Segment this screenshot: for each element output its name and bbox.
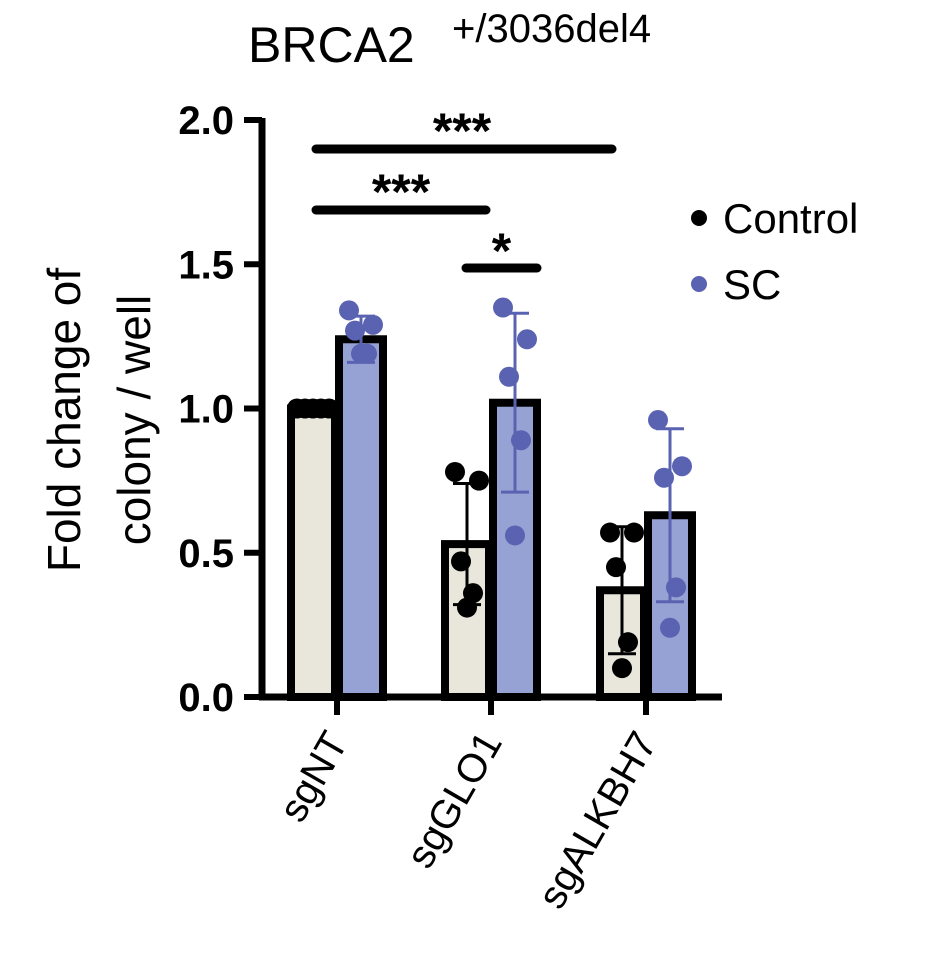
y-tick-label: 1.5 [178,243,234,287]
y-tick-label: 2.0 [178,99,234,143]
significance-brackets: ******* [311,103,617,279]
legend-marker-sc [691,276,707,292]
significance-label-3: * [492,223,512,279]
legend: Control SC [691,195,858,308]
y-axis-label-line1: Fold change of [38,268,90,573]
data-point-control-sgglo1 [469,470,489,491]
data-point-control-sgalkbh7 [600,522,620,543]
y-tick-label: 0.5 [178,532,234,576]
data-point-sc-sgalkbh7 [660,617,680,638]
x-tick-label-sgalkbh7: sgALKBH7 [530,725,666,916]
data-point-sc-sgnt [363,314,383,335]
y-tick-label: 0.0 [178,676,234,720]
data-point-control-sgglo1 [451,551,471,572]
plot-area [287,297,696,702]
data-point-sc-sgalkbh7 [666,577,686,598]
bar-sc-sgalkbh7 [644,511,696,701]
data-point-sc-sgglo1 [505,525,525,546]
data-point-control-sgglo1 [445,461,465,482]
data-point-control-sgnt [319,398,339,419]
data-point-sc-sgglo1 [511,430,531,451]
data-point-sc-sgglo1 [493,297,513,318]
x-tick-label-sgnt: sgNT [271,725,357,830]
data-point-sc-sgalkbh7 [654,467,674,488]
chart-title-superscript: +/3036del4 [452,7,651,51]
significance-label-1: *** [433,103,492,159]
data-point-sc-sgnt [345,320,365,341]
data-point-sc-sgalkbh7 [648,410,668,431]
x-tick-label-sgglo1: sgGLO1 [398,725,511,876]
data-point-sc-sgnt [351,343,371,364]
y-axis-label: Fold change of colony / well [38,268,160,573]
y-axis: 0.0 0.5 1.0 1.5 2.0 [178,99,266,720]
bar-control-sgnt [287,404,339,701]
data-point-sc-sgglo1 [499,366,519,387]
data-point-control-sgalkbh7 [606,557,626,578]
data-point-control-sgglo1 [457,597,477,618]
data-point-sc-sgalkbh7 [672,456,692,477]
bar-sc-sgnt [335,335,387,701]
chart-title: BRCA2 [248,17,415,73]
data-point-control-sgalkbh7 [618,632,638,653]
data-point-sc-sgglo1 [517,329,537,350]
data-point-control-sgalkbh7 [624,522,644,543]
legend-label-control: Control [723,195,858,242]
y-axis-label-line2: colony / well [108,295,160,546]
legend-label-sc: SC [723,261,781,308]
legend-marker-control [691,210,707,226]
significance-label-2: *** [372,164,431,220]
data-point-control-sgalkbh7 [612,658,632,679]
x-axis: sgNT sgGLO1 sgALKBH7 [259,693,722,916]
y-tick-label: 1.0 [178,388,234,432]
data-point-sc-sgnt [339,300,359,321]
